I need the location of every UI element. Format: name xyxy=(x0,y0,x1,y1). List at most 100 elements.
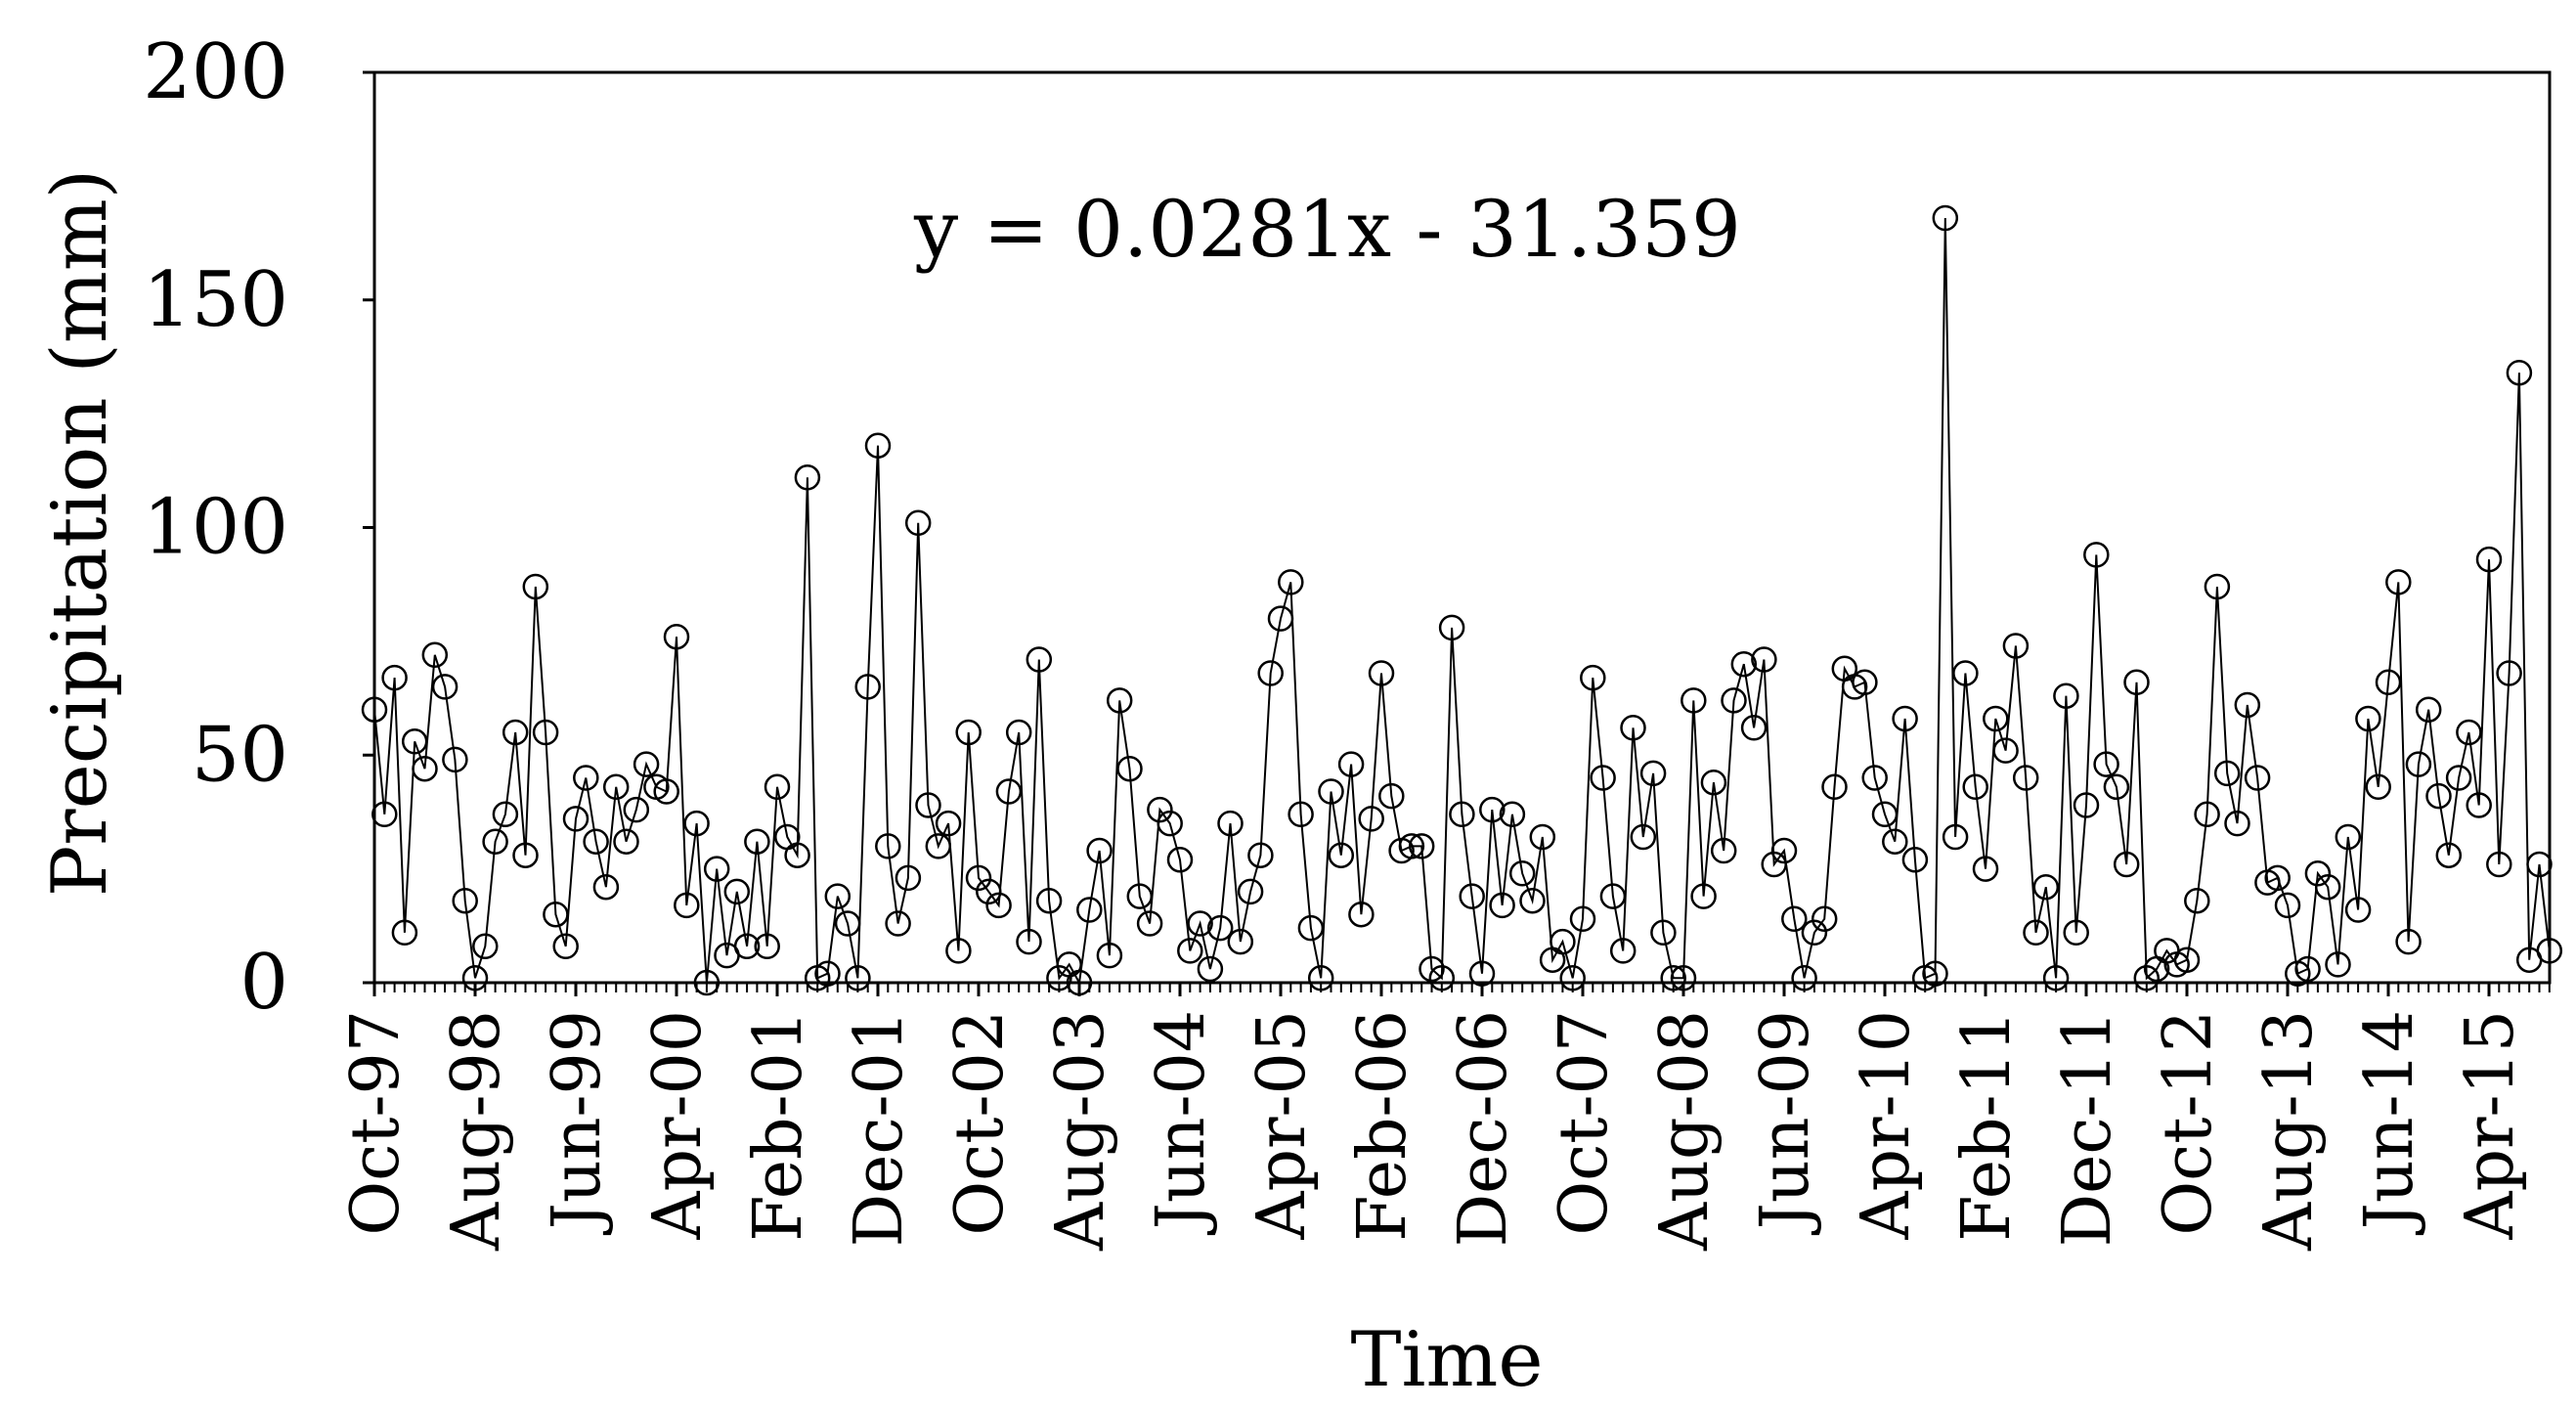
data-point xyxy=(674,892,700,919)
data-point xyxy=(1217,810,1244,837)
data-point xyxy=(1710,837,1737,864)
data-point xyxy=(1026,646,1053,673)
data-point xyxy=(1983,705,2009,732)
data-point xyxy=(2475,546,2503,573)
data-point xyxy=(2244,765,2271,791)
x-tick-label: Aug-13 xyxy=(2250,1010,2328,1252)
x-tick-label: Aug-98 xyxy=(438,1010,515,1252)
data-point xyxy=(2435,842,2463,868)
data-point xyxy=(1278,569,1304,595)
data-point xyxy=(1700,769,1727,796)
data-point xyxy=(925,833,952,859)
data-point xyxy=(1449,801,1475,828)
data-point xyxy=(1157,810,1183,837)
data-point xyxy=(1639,760,1667,787)
data-point xyxy=(1861,765,1888,791)
data-point xyxy=(2486,851,2512,878)
data-point xyxy=(1770,837,1798,864)
data-point xyxy=(1368,660,1395,686)
data-point xyxy=(2405,751,2432,777)
axis-layer: 0 50 100 150 200 Oct-97 Aug-98 Jun-99 Apr-00 Feb-… xyxy=(143,28,2551,1252)
x-axis-title: Time xyxy=(1350,1316,1543,1404)
data-point xyxy=(2506,359,2533,386)
data-point xyxy=(1005,719,1032,746)
data-point xyxy=(1197,955,1224,983)
data-point xyxy=(2425,782,2452,810)
x-tick-label: Oct-12 xyxy=(2150,1010,2227,1236)
data-point xyxy=(482,828,508,855)
data-point xyxy=(1348,901,1375,928)
data-point xyxy=(2466,792,2492,818)
data-point xyxy=(1116,755,1143,782)
data-point xyxy=(1761,851,1787,878)
x-tick-label: Jun-09 xyxy=(1747,1010,1824,1235)
data-point xyxy=(2385,569,2412,595)
data-point xyxy=(995,778,1023,805)
data-point xyxy=(1580,664,1606,691)
data-point xyxy=(1016,928,1042,955)
data-point xyxy=(1035,887,1063,914)
data-point xyxy=(1438,614,1465,641)
data-point xyxy=(834,910,861,937)
x-tick-label: Oct-97 xyxy=(337,1010,415,1236)
data-point xyxy=(1801,919,1828,947)
x-tick-label: Aug-03 xyxy=(1042,1010,1119,1252)
data-point xyxy=(431,674,458,700)
data-point xyxy=(1419,955,1445,983)
data-point xyxy=(1177,938,1203,964)
data-point xyxy=(2294,955,2321,983)
data-point xyxy=(623,796,650,823)
data-point xyxy=(1378,782,1405,810)
data-point xyxy=(1479,796,1506,823)
data-point xyxy=(472,933,499,960)
data-point xyxy=(1136,910,1163,937)
data-point xyxy=(1297,914,1325,942)
data-point xyxy=(703,856,730,882)
data-point xyxy=(2274,892,2301,919)
data-point xyxy=(1681,687,1707,714)
data-point xyxy=(1288,801,1314,828)
data-point xyxy=(794,464,821,491)
data-point xyxy=(784,842,810,868)
x-tick-label: Oct-02 xyxy=(941,1010,1019,1236)
data-point xyxy=(1599,883,1627,909)
data-point xyxy=(1408,833,1435,859)
data-point xyxy=(1206,914,1234,942)
data-point xyxy=(1247,842,1274,868)
data-point xyxy=(2234,691,2261,719)
data-point xyxy=(592,873,620,901)
data-point xyxy=(512,842,539,868)
data-point xyxy=(1690,883,1717,909)
data-point xyxy=(875,833,901,859)
data-point xyxy=(1962,773,1988,801)
data-point xyxy=(2083,542,2110,568)
data-point xyxy=(1459,883,1485,909)
data-point xyxy=(2314,873,2341,901)
data-point xyxy=(2395,928,2422,955)
data-point xyxy=(1267,605,1294,632)
data-point xyxy=(764,773,791,801)
data-point xyxy=(854,674,881,700)
data-point xyxy=(1730,650,1758,678)
x-tick-label: Jun-14 xyxy=(2351,1010,2428,1235)
data-point xyxy=(2113,851,2140,878)
data-point xyxy=(754,933,780,960)
data-point xyxy=(573,765,599,791)
data-point xyxy=(1086,837,1113,864)
data-point xyxy=(522,573,549,600)
data-point xyxy=(653,778,679,805)
data-point xyxy=(412,755,438,782)
data-point xyxy=(2012,765,2039,791)
data-point xyxy=(1821,773,1848,801)
data-point xyxy=(492,801,519,828)
data-point xyxy=(401,728,428,755)
data-point xyxy=(2073,792,2100,818)
data-point xyxy=(1952,660,1979,686)
data-point xyxy=(1096,942,1123,969)
data-point xyxy=(633,751,660,777)
data-point xyxy=(1569,905,1596,933)
data-point xyxy=(1740,715,1768,741)
data-point xyxy=(2173,947,2201,973)
data-point xyxy=(1751,646,1777,673)
